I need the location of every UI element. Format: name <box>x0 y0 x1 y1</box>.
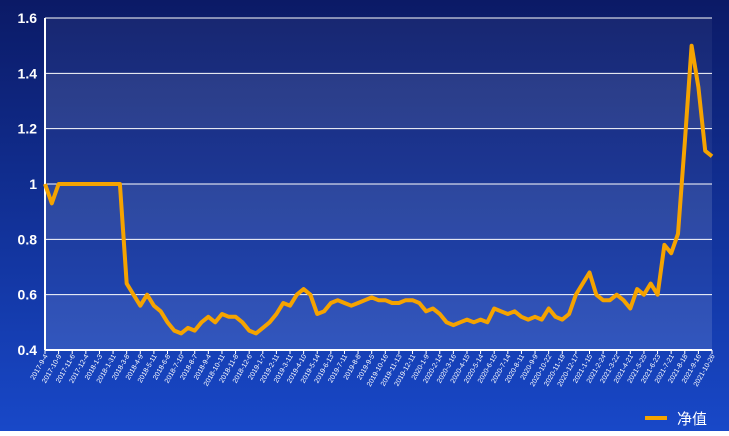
legend-label: 净值 <box>677 411 707 428</box>
y-tick-label: 1.4 <box>18 65 38 81</box>
data-line <box>43 43 714 336</box>
grid-band <box>45 294 712 350</box>
grid-band <box>45 73 712 129</box>
y-tick-label: 0.8 <box>18 231 38 247</box>
y-tick-label: 1 <box>29 176 37 192</box>
y-tick-label: 0.4 <box>18 342 38 358</box>
y-tick-label: 1.6 <box>18 10 38 26</box>
grid-band <box>45 239 712 295</box>
y-tick-label: 1.2 <box>18 121 38 137</box>
grid-band <box>45 18 712 74</box>
grid-band <box>45 184 712 240</box>
grid-band <box>45 128 712 184</box>
y-tick-label: 0.6 <box>18 287 38 303</box>
